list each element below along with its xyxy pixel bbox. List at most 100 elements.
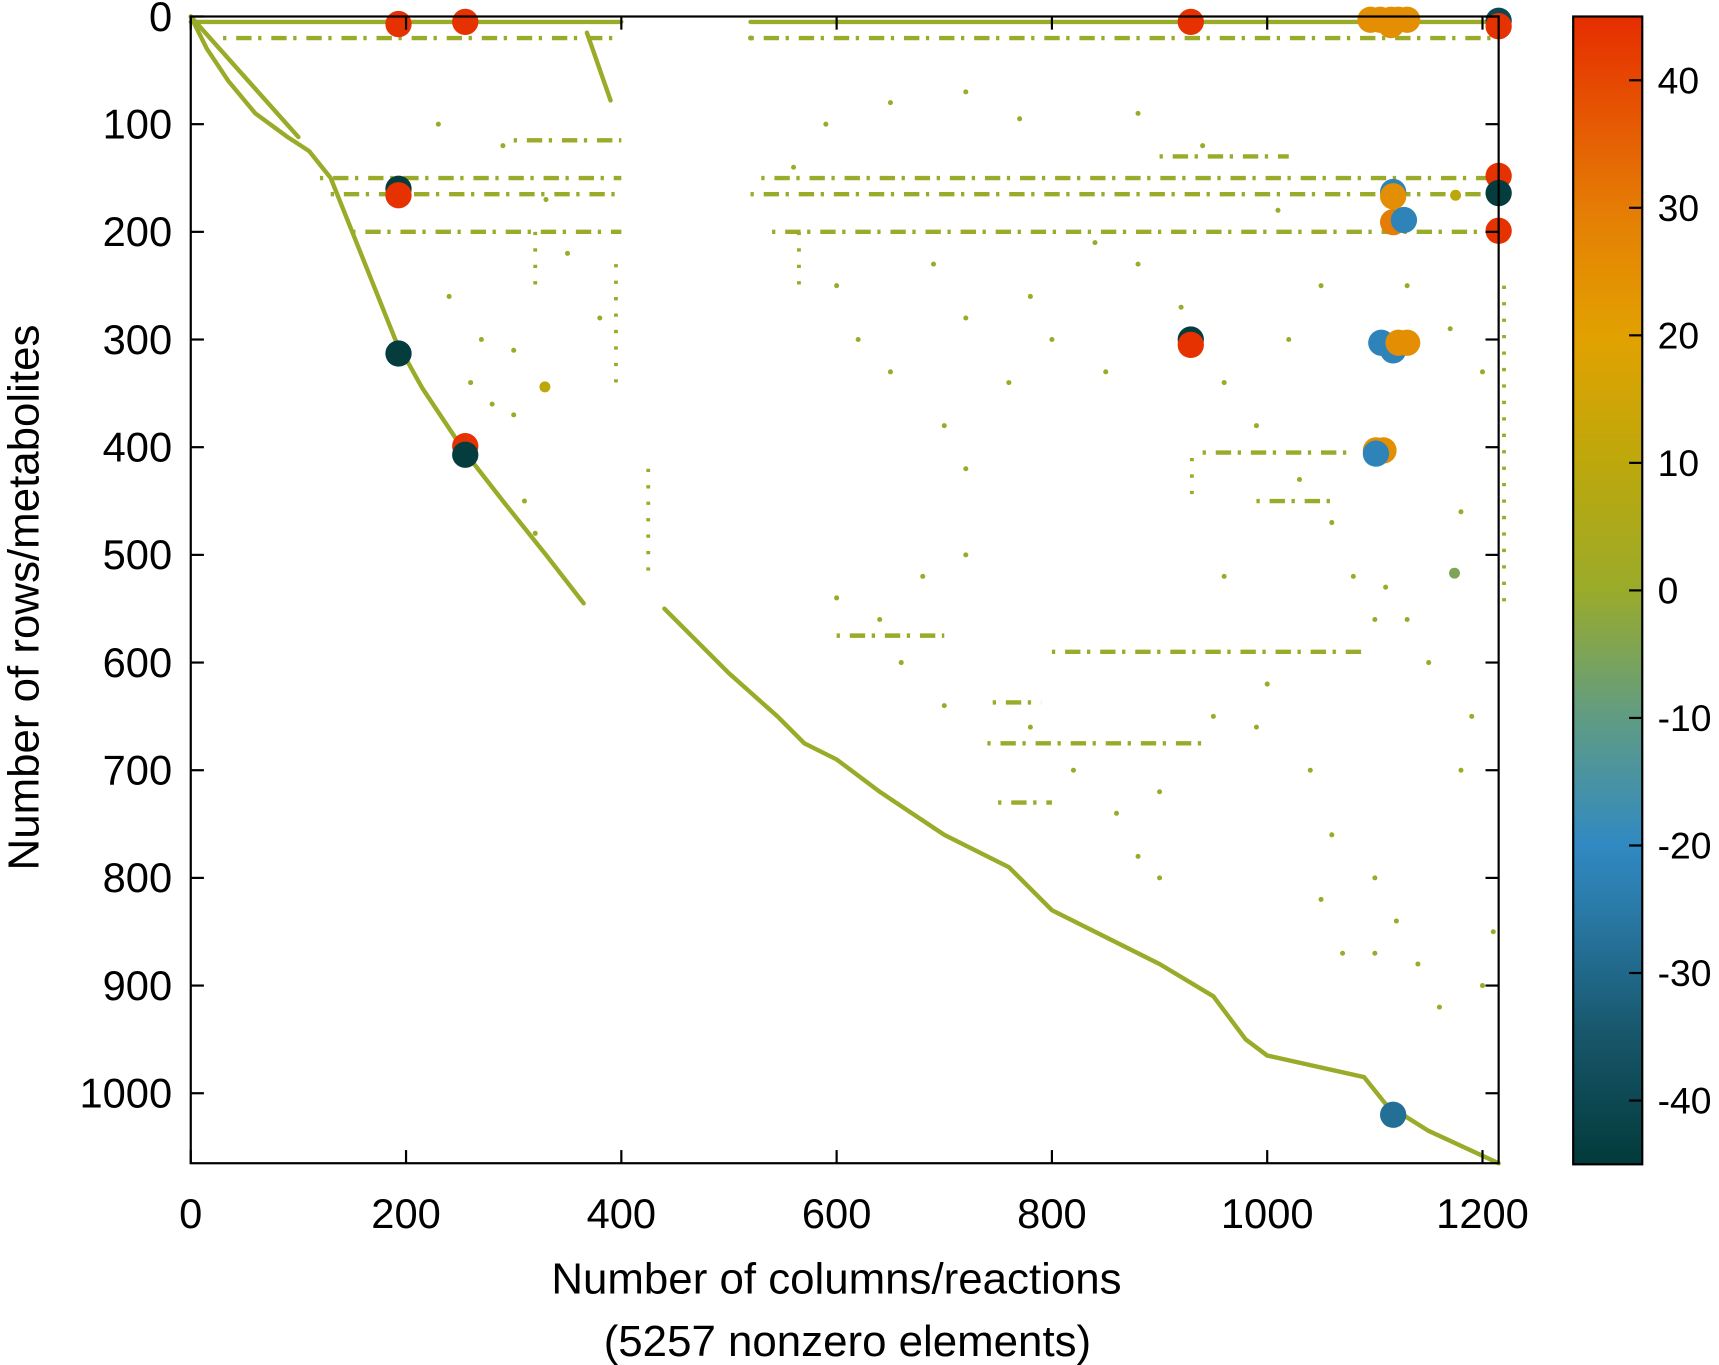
nonzero-point: [791, 164, 797, 170]
nonzero-point-medium: [1450, 189, 1462, 201]
colorbar-tick-label: -40: [1658, 1080, 1712, 1122]
y-axis-label: Number of rows/metabolites: [0, 325, 48, 871]
nonzero-point: [930, 261, 937, 267]
nonzero-point: [435, 121, 441, 127]
nonzero-point: [1372, 950, 1378, 956]
nonzero-point-large: [1393, 329, 1421, 356]
nonzero-point-large: [1177, 331, 1204, 359]
y-tick-label: 700: [103, 746, 172, 793]
nonzero-point: [1415, 961, 1421, 967]
nonzero-point: [1157, 789, 1163, 795]
x-axis-label-line2: (5257 nonzero elements): [604, 1317, 1091, 1365]
y-tick-label: 100: [103, 100, 172, 147]
structure-line: [188, 14, 586, 606]
y-tick-label: 200: [103, 208, 172, 255]
nonzero-point: [468, 380, 474, 386]
nonzero-point-large: [385, 340, 412, 367]
y-tick-label: 600: [103, 639, 172, 686]
nonzero-point: [920, 573, 926, 579]
nonzero-point: [1340, 950, 1346, 956]
nonzero-point: [1070, 767, 1076, 773]
nonzero-point: [489, 401, 495, 407]
y-tick-label: 900: [103, 962, 172, 1009]
nonzero-point: [1329, 832, 1335, 838]
nonzero-point: [823, 121, 829, 127]
nonzero-point: [511, 347, 517, 353]
nonzero-point: [1253, 724, 1259, 730]
nonzero-point-medium: [1449, 567, 1460, 579]
nonzero-point: [1479, 983, 1486, 989]
nonzero-point: [834, 595, 840, 601]
nonzero-point: [1049, 336, 1055, 343]
nonzero-point: [1296, 476, 1303, 483]
nonzero-point: [1318, 896, 1324, 902]
nonzero-point: [1372, 875, 1378, 881]
nonzero-point-medium: [539, 381, 551, 393]
nonzero-point: [597, 315, 603, 321]
y-tick-label: 800: [103, 854, 172, 901]
colorbar-tick-label: 20: [1658, 314, 1699, 356]
nonzero-point: [1135, 110, 1141, 116]
x-axis-label: Number of columns/reactions: [551, 1255, 1121, 1304]
nonzero-point: [1275, 207, 1281, 213]
nonzero-point: [1479, 369, 1486, 375]
nonzero-point: [446, 293, 452, 299]
nonzero-point: [1436, 1004, 1442, 1010]
nonzero-point: [564, 250, 571, 256]
colorbar-tick-label: 10: [1658, 442, 1699, 484]
x-tick-label: 200: [371, 1190, 440, 1237]
nonzero-point-large: [385, 182, 412, 209]
nonzero-point: [1490, 929, 1496, 935]
nonzero-point: [1383, 584, 1389, 590]
x-tick-label: 400: [587, 1190, 656, 1237]
nonzero-point: [963, 315, 969, 321]
colorbar-tick-label: 30: [1658, 187, 1699, 229]
nonzero-point-large: [1177, 8, 1204, 36]
x-tick-label: 1200: [1436, 1190, 1529, 1237]
nonzero-point: [1027, 724, 1033, 730]
nonzero-point: [1221, 380, 1227, 386]
nonzero-point: [1200, 143, 1206, 149]
y-tick-label: 300: [103, 316, 172, 363]
nonzero-point: [1135, 853, 1141, 859]
nonzero-point: [1329, 520, 1335, 526]
nonzero-point: [1264, 681, 1270, 687]
nonzero-point: [1393, 918, 1399, 924]
nonzero-point: [543, 197, 549, 203]
nonzero-point: [877, 616, 883, 622]
axes: 0 200 400 600 800 1000 1200 0 100 200 300 400 500 600…: [79, 0, 1528, 1237]
nonzero-point-large: [385, 10, 412, 38]
nonzero-point: [1447, 326, 1453, 332]
colorbar-tick-label: 0: [1658, 570, 1679, 612]
y-tick-label: 1000: [79, 1069, 172, 1116]
structure-line: [662, 606, 1501, 1166]
colorbar-tick-label: -30: [1658, 952, 1712, 994]
nonzero-point: [963, 89, 969, 95]
x-tick-label: 1000: [1221, 1190, 1314, 1237]
nonzero-point-large: [452, 8, 479, 36]
nonzero-point: [834, 283, 840, 289]
nonzero-point: [855, 336, 861, 343]
nonzero-point: [1113, 810, 1120, 816]
nonzero-point-large: [452, 441, 479, 468]
nonzero-point: [963, 466, 969, 472]
colorbar-tick-label: -10: [1658, 697, 1712, 739]
nonzero-point: [1178, 304, 1184, 310]
nonzero-point: [1027, 293, 1033, 299]
nonzero-point: [1157, 875, 1163, 881]
nonzero-point-large: [1379, 1101, 1407, 1128]
colorbar-tick-label: 40: [1658, 59, 1699, 101]
nonzero-point: [1426, 660, 1432, 666]
structure-line: [584, 30, 613, 103]
x-tick-label: 600: [802, 1190, 871, 1237]
nonzero-point: [1006, 380, 1012, 386]
nonzero-point: [521, 498, 527, 504]
y-tick-label: 0: [149, 0, 172, 40]
nonzero-point: [1286, 336, 1292, 343]
structure-line: [188, 14, 301, 140]
nonzero-point: [941, 703, 947, 709]
nonzero-point: [887, 100, 893, 106]
nonzero-point: [898, 660, 904, 666]
y-tick-label: 400: [103, 423, 172, 470]
